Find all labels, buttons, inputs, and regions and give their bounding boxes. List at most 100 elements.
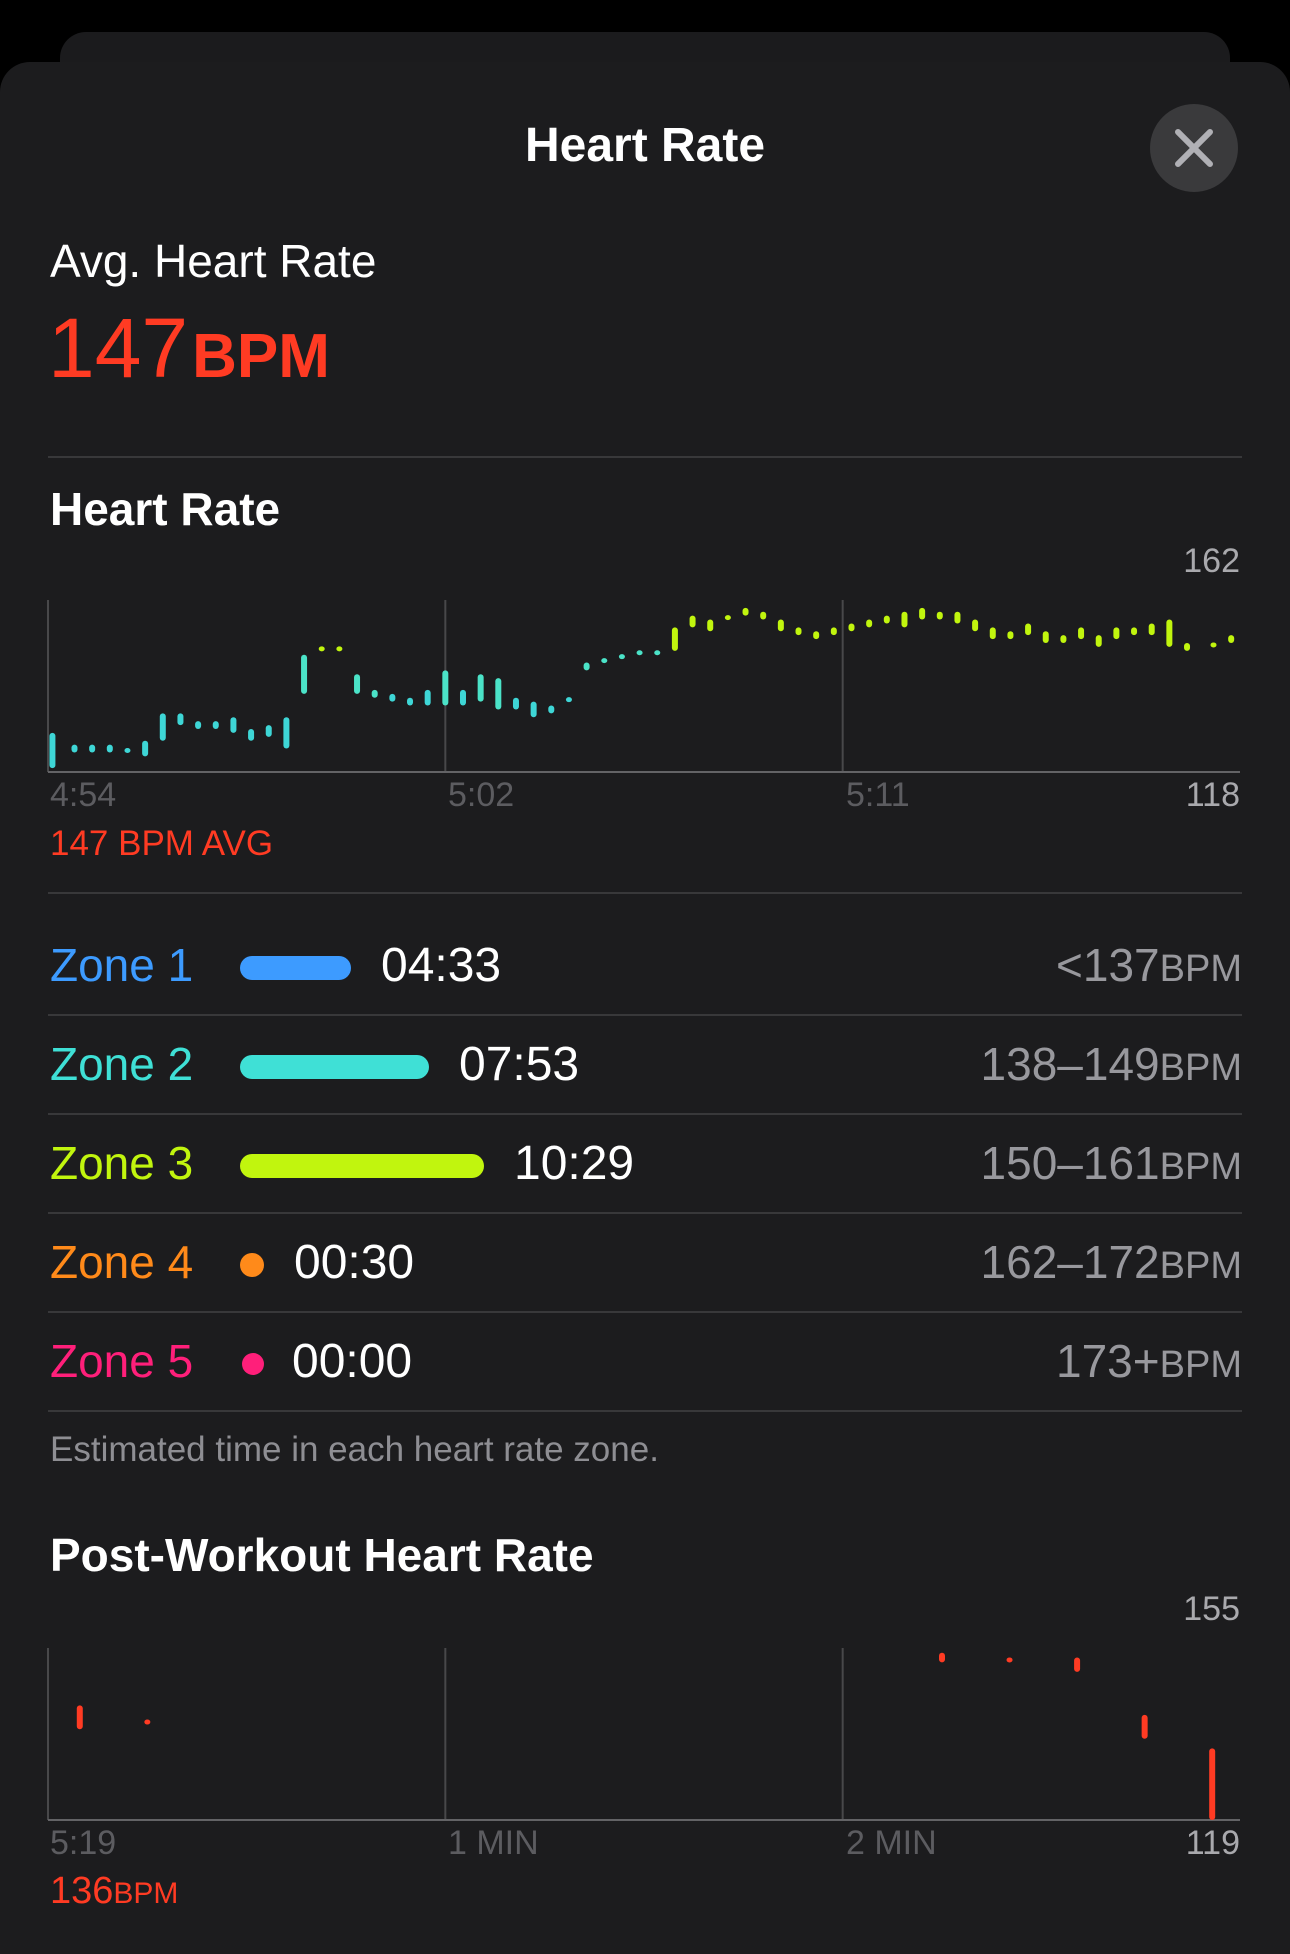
heart-rate-bar [389,693,396,702]
heart-rate-sheet [0,62,1290,1954]
post-workout-number: 136 [50,1870,114,1912]
post-x-label-end: 2 MIN [846,1824,937,1862]
heart-rate-bar [707,619,714,632]
heart-rate-bar [989,627,996,640]
zone-range-unit: BPM [1159,948,1242,990]
heart-rate-bar [777,619,784,632]
zone-time: 04:33 [381,939,502,992]
heart-rate-bar [1131,627,1138,636]
post-x-label-mid: 1 MIN [448,1824,539,1862]
zone-name: Zone 4 [50,1236,194,1288]
zone-bar [240,1154,484,1178]
avg-heart-rate-label: Avg. Heart Rate [50,235,377,287]
zone-row-1[interactable]: Zone 1 04:33 <137BPM [48,918,1242,1016]
post-workout-bar [144,1719,151,1725]
zone-range: 162–172BPM [981,1235,1242,1289]
avg-heart-rate-unit: BPM [192,322,330,391]
zone-name: Zone 3 [50,1137,194,1189]
heart-rate-bar [283,717,290,749]
heart-rate-section-title: Heart Rate [50,483,281,535]
zone-row-2[interactable]: Zone 2 07:53 138–149BPM [48,1017,1242,1115]
zone-range-unit: BPM [1159,1245,1242,1287]
heart-rate-bar [1042,631,1049,643]
close-button[interactable] [1150,104,1238,192]
zone-time: 00:30 [294,1236,415,1289]
zone-row-3[interactable]: Zone 3 10:29 150–161BPM [48,1116,1242,1214]
heart-rate-bar [230,717,237,733]
heart-rate-bar [654,650,661,656]
zone-row-5[interactable]: Zone 5 00:00 173+BPM [48,1314,1242,1412]
zone-row-4[interactable]: Zone 4 00:30 162–172BPM [48,1215,1242,1313]
heart-rate-bar [919,607,926,620]
post-workout-bar [76,1705,83,1730]
hr-x-label-mid: 5:02 [448,776,515,814]
heart-rate-bar [830,627,837,636]
heart-rate-bar [724,615,731,621]
heart-rate-bar [972,619,979,632]
post-y-max-label: 155 [1183,1590,1240,1628]
hr-avg-caption: 147 BPM AVG [50,824,274,863]
zone-range-value: 173+ [1056,1335,1160,1387]
heart-rate-bar [424,689,431,706]
divider [48,456,1242,458]
heart-rate-bar [1166,619,1173,647]
heart-rate-bar [1184,643,1191,651]
post-workout-bar [1141,1714,1148,1739]
heart-rate-bar [901,611,908,628]
heart-rate-bar [407,697,414,706]
hr-x-label-end: 5:11 [846,776,910,814]
post-workout-value: 136BPM [50,1870,178,1913]
heart-rate-bar [1228,635,1235,643]
divider [48,1014,1242,1016]
hr-x-label-start: 4:54 [50,776,117,814]
heart-rate-bar [1148,623,1155,636]
close-icon [1175,129,1213,167]
zone-time: 10:29 [514,1137,635,1190]
divider [48,1113,1242,1115]
heart-rate-bar [442,670,449,706]
heart-rate-bar [195,721,202,729]
post-workout-bar [1074,1657,1081,1672]
heart-rate-bar [301,654,308,694]
zones-footnote: Estimated time in each heart rate zone. [50,1430,659,1469]
heart-rate-bar [583,662,590,671]
divider [48,1212,1242,1214]
heart-rate-bar [248,729,255,741]
zone-range: 138–149BPM [981,1037,1242,1091]
zone-bar [240,1253,264,1277]
zone-range: 150–161BPM [981,1136,1242,1190]
post-x-label-start: 5:19 [50,1824,117,1862]
heart-rate-bar [1060,635,1067,643]
heart-rate-bar [936,611,943,620]
zone-range: 173+BPM [1056,1334,1242,1388]
zone-bar [240,1055,429,1079]
zone-range-value: <137 [1056,939,1160,991]
heart-rate-bar [1025,623,1032,636]
heart-rate-bar [177,713,184,726]
heart-rate-bar [336,646,343,652]
heart-rate-bar [142,740,149,757]
heart-rate-bar [565,697,572,703]
zone-range-value: 138–149 [980,1038,1160,1090]
heart-rate-bar [866,619,873,628]
heart-rate-bar [954,611,961,624]
heart-rate-bar [1078,627,1085,640]
heart-rate-chart [47,600,1240,773]
zone-name: Zone 5 [50,1335,194,1387]
post-workout-bar [1209,1748,1216,1820]
heart-rate-bar [530,701,537,718]
zone-name: Zone 1 [50,939,194,991]
heart-rate-bar [671,627,678,651]
post-y-min-label: 119 [1185,1824,1240,1862]
heart-rate-bar [1095,635,1102,647]
heart-rate-bar [49,732,56,769]
heart-rate-bar [618,654,625,660]
zone-bar [240,956,351,980]
post-workout-bar [1006,1657,1013,1663]
zone-range-unit: BPM [1159,1146,1242,1188]
zone-range: <137BPM [1056,938,1242,992]
hr-y-max-label: 162 [1183,542,1240,580]
heart-rate-bar [212,721,219,729]
zone-time: 00:00 [292,1335,413,1388]
